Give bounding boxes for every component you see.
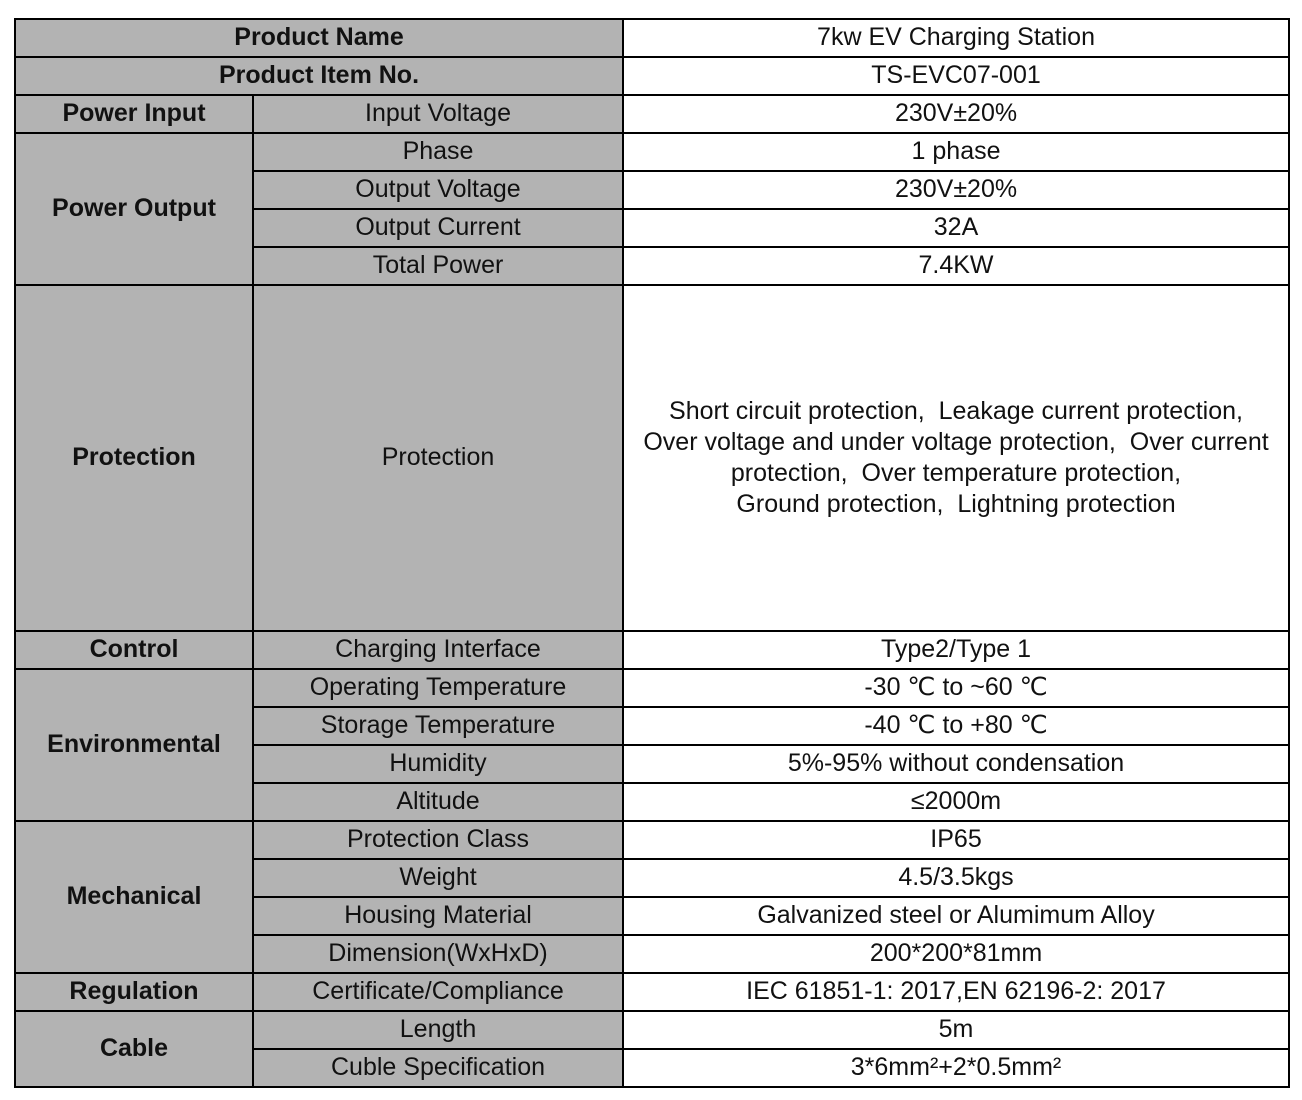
table-row-product-item: Product Item No. TS-EVC07-001	[13, 56, 1291, 96]
category-power-output: Power Output	[14, 132, 254, 286]
table-row-protection-class: Mechanical Protection Class IP65	[14, 820, 1291, 974]
param-housing-material: Housing Material	[251, 896, 625, 936]
param-dimension: Dimension(WxHxD)	[251, 934, 625, 974]
value-protection-class: IP65	[622, 820, 1291, 860]
table-row-dimension: Dimension(WxHxD) 200*200*81mm	[15, 934, 1291, 974]
value-certificate: IEC 61851-1: 2017,EN 62196-2: 2017	[622, 972, 1291, 1012]
category-regulation: Regulation	[14, 972, 254, 1012]
value-altitude: ≤2000m	[622, 782, 1291, 822]
param-weight: Weight	[251, 858, 625, 898]
value-output-voltage: 230V±20%	[622, 170, 1291, 210]
table-row-total-power: Total Power 7.4KW	[15, 246, 1291, 286]
product-item-value: TS-EVC07-001	[622, 56, 1291, 96]
table-row-weight: Weight 4.5/3.5kgs	[15, 858, 1291, 898]
category-mechanical: Mechanical	[14, 820, 254, 974]
table-row-altitude: Altitude ≤2000m	[15, 782, 1291, 822]
product-name-value: 7kw EV Charging Station	[622, 18, 1291, 58]
table-row-control: Control Charging Interface Type2/Type 1	[14, 630, 1291, 670]
param-humidity: Humidity	[251, 744, 625, 784]
table-row-housing-material: Housing Material Galvanized steel or Alu…	[15, 896, 1291, 936]
param-input-voltage: Input Voltage	[251, 94, 625, 134]
param-output-current: Output Current	[251, 208, 625, 248]
table-row-cable-length: Cable Length 5m	[14, 1010, 1291, 1088]
table-row-storage-temperature: Storage Temperature -40 ℃ to +80 ℃	[15, 706, 1291, 746]
param-cable-length: Length	[251, 1010, 625, 1050]
table-row-operating-temperature: Environmental Operating Temperature -30 …	[14, 668, 1291, 822]
param-protection: Protection	[251, 284, 625, 632]
value-operating-temperature: -30 ℃ to ~60 ℃	[622, 668, 1291, 708]
value-total-power: 7.4KW	[622, 246, 1291, 286]
param-charging-interface: Charging Interface	[251, 630, 625, 670]
value-input-voltage: 230V±20%	[622, 94, 1291, 134]
table-row-regulation: Regulation Certificate/Compliance IEC 61…	[14, 972, 1291, 1012]
param-operating-temperature: Operating Temperature	[251, 668, 625, 708]
table-row-output-current: Output Current 32A	[15, 208, 1291, 248]
product-item-label: Product Item No.	[13, 56, 625, 96]
param-certificate: Certificate/Compliance	[251, 972, 625, 1012]
table-row-output-voltage: Output Voltage 230V±20%	[15, 170, 1291, 210]
param-output-voltage: Output Voltage	[251, 170, 625, 210]
value-cable-length: 5m	[622, 1010, 1291, 1050]
value-storage-temperature: -40 ℃ to +80 ℃	[622, 706, 1291, 746]
value-charging-interface: Type2/Type 1	[622, 630, 1291, 670]
category-control: Control	[14, 630, 254, 670]
param-phase: Phase	[251, 132, 625, 172]
value-output-current: 32A	[622, 208, 1291, 248]
value-phase: 1 phase	[622, 132, 1291, 172]
param-altitude: Altitude	[251, 782, 625, 822]
value-cable-specification: 3*6mm²+2*0.5mm²	[622, 1048, 1291, 1088]
value-humidity: 5%-95% without condensation	[622, 744, 1291, 784]
table-row-humidity: Humidity 5%-95% without condensation	[15, 744, 1291, 784]
param-protection-class: Protection Class	[251, 820, 625, 860]
product-name-label: Product Name	[13, 18, 625, 58]
value-protection: Short circuit protection, Leakage curren…	[622, 284, 1291, 632]
table-row-cable-specification: Cuble Specification 3*6mm²+2*0.5mm²	[15, 1048, 1291, 1088]
spec-table: Product Name 7kw EV Charging Station Pro…	[13, 18, 1291, 1088]
value-housing-material: Galvanized steel or Alumimum Alloy	[622, 896, 1291, 936]
table-row-protection: Protection Protection Short circuit prot…	[14, 284, 1291, 632]
value-dimension: 200*200*81mm	[622, 934, 1291, 974]
param-storage-temperature: Storage Temperature	[251, 706, 625, 746]
category-cable: Cable	[14, 1010, 254, 1088]
param-cable-specification: Cuble Specification	[251, 1048, 625, 1088]
category-power-input: Power Input	[14, 94, 254, 134]
param-total-power: Total Power	[251, 246, 625, 286]
category-environmental: Environmental	[14, 668, 254, 822]
table-row-phase: Power Output Phase 1 phase	[14, 132, 1291, 286]
table-row-power-input: Power Input Input Voltage 230V±20%	[14, 94, 1291, 134]
table-row-product-name: Product Name 7kw EV Charging Station	[13, 18, 1291, 58]
category-protection: Protection	[14, 284, 254, 632]
value-weight: 4.5/3.5kgs	[622, 858, 1291, 898]
